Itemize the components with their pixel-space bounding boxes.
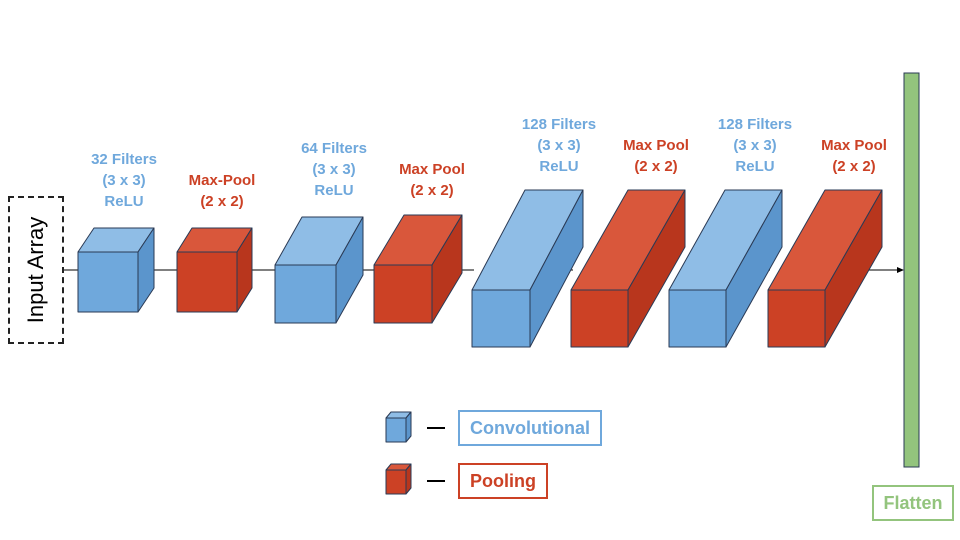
pool-block-4-front-face xyxy=(373,264,433,324)
pool-block-8-front-face xyxy=(767,289,826,348)
legend-conv-cube-front-face xyxy=(385,417,407,443)
legend-pool-cube-front-face xyxy=(385,469,407,495)
legend-conv-cube xyxy=(385,411,412,443)
layer-caption-line: ReLU xyxy=(735,158,775,175)
legend-convolutional-label: Convolutional xyxy=(470,418,590,438)
conv-block-1-front-face xyxy=(77,251,139,313)
input-array-box xyxy=(8,196,64,344)
conv-block-1 xyxy=(77,227,155,313)
conv-block-3 xyxy=(274,216,364,324)
legend-pool-cube-side-face xyxy=(405,463,412,495)
legend-cubes xyxy=(385,411,412,495)
layer-caption-line: ReLU xyxy=(104,193,144,210)
pool-block-4 xyxy=(373,214,463,324)
layer-caption-line: 128 Filters xyxy=(521,116,597,133)
legend-pooling: Pooling xyxy=(458,463,548,499)
layer-caption-line: Max Pool xyxy=(821,137,887,154)
pool-block-6 xyxy=(570,189,686,348)
layer-caption-line: (3 x 3) xyxy=(537,137,581,154)
layer-caption-line: 128 Filters xyxy=(717,116,793,133)
layer-caption-line: (2 x 2) xyxy=(634,158,678,175)
layer-caption-line: (2 x 2) xyxy=(410,182,454,199)
layer-caption-line: (3 x 3) xyxy=(102,172,146,189)
conv-block-5-front-face xyxy=(471,289,531,348)
layer-blocks xyxy=(77,189,883,348)
flatten-bar xyxy=(903,72,920,468)
legend-conv-cube-side-face xyxy=(405,411,412,443)
layer-caption-line: (3 x 3) xyxy=(312,161,356,178)
pool-block-2 xyxy=(176,227,253,313)
layer-caption-7: 128 Filters (3 x 3) ReLU xyxy=(695,114,815,177)
pool-block-8 xyxy=(767,189,883,348)
legend-pooling-label: Pooling xyxy=(470,471,536,491)
layer-caption-line: Max-Pool xyxy=(188,172,256,189)
layer-caption-line: 64 Filters xyxy=(301,140,367,157)
arrow-head xyxy=(897,267,904,273)
layer-caption-4: Max Pool (2 x 2) xyxy=(372,159,492,201)
input-array-label: Input Array xyxy=(23,216,48,324)
layer-caption-line: (2 x 2) xyxy=(832,158,876,175)
layer-caption-2: Max-Pool (2 x 2) xyxy=(162,170,282,212)
layer-caption-5: 128 Filters (3 x 3) ReLU xyxy=(499,114,619,177)
flatten-label-box: Flatten xyxy=(872,485,954,521)
layer-caption-3: 64 Filters (3 x 3) ReLU xyxy=(274,138,394,201)
layer-caption-line: (3 x 3) xyxy=(733,137,777,154)
conv-block-5 xyxy=(471,189,584,348)
layer-caption-line: (2 x 2) xyxy=(200,193,244,210)
layer-caption-line: Max Pool xyxy=(623,137,689,154)
conv-block-7 xyxy=(668,189,783,348)
layer-caption-6: Max Pool (2 x 2) xyxy=(596,135,716,177)
conv-block-3-front-face xyxy=(274,264,337,324)
layer-caption-1: 32 Filters (3 x 3) ReLU xyxy=(64,149,184,212)
legend-pool-cube xyxy=(385,463,412,495)
conv-block-7-front-face xyxy=(668,289,727,348)
flatten-label: Flatten xyxy=(883,493,943,513)
layer-caption-8: Max Pool (2 x 2) xyxy=(794,135,914,177)
pool-block-2-front-face xyxy=(176,251,238,313)
layer-caption-line: Max Pool xyxy=(399,161,465,178)
layer-caption-line: 32 Filters xyxy=(91,151,157,168)
legend-convolutional: Convolutional xyxy=(458,410,602,446)
layer-caption-line: ReLU xyxy=(539,158,579,175)
layer-caption-line: ReLU xyxy=(314,182,354,199)
pool-block-6-front-face xyxy=(570,289,629,348)
